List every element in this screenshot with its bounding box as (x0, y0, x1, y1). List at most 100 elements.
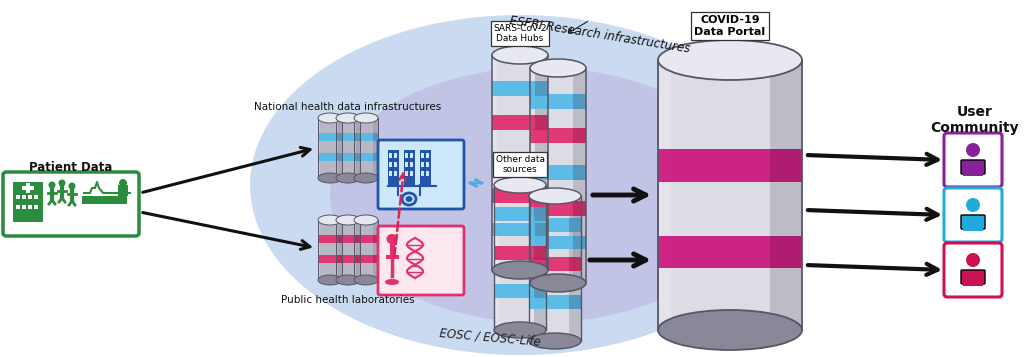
Bar (658, 60, 802, 330)
Bar (318, 235, 342, 243)
Ellipse shape (385, 279, 399, 285)
Bar (389, 171, 392, 176)
Bar (337, 133, 342, 141)
FancyBboxPatch shape (3, 172, 139, 236)
Ellipse shape (966, 143, 980, 157)
Bar (34, 205, 38, 209)
Bar (536, 81, 548, 96)
Bar (337, 118, 342, 178)
Bar (492, 152, 548, 167)
Bar (34, 195, 38, 199)
Bar (530, 165, 586, 180)
Bar (336, 133, 360, 141)
Bar (390, 235, 395, 257)
FancyBboxPatch shape (944, 243, 1002, 297)
FancyBboxPatch shape (961, 160, 985, 174)
Bar (573, 236, 586, 248)
Bar (529, 257, 581, 271)
Bar (529, 196, 534, 341)
Bar (406, 162, 408, 167)
Bar (536, 152, 548, 167)
Ellipse shape (336, 173, 360, 183)
Bar (318, 255, 342, 263)
Bar (22, 186, 34, 190)
Bar (535, 246, 546, 260)
Ellipse shape (494, 322, 546, 338)
Bar (421, 153, 424, 158)
Bar (410, 162, 413, 167)
Bar (82, 196, 127, 204)
FancyBboxPatch shape (961, 215, 985, 229)
Bar (530, 68, 535, 283)
Bar (373, 153, 378, 161)
Bar (354, 153, 360, 161)
Bar (530, 236, 586, 248)
Bar (354, 133, 360, 141)
Bar (16, 205, 20, 209)
Bar (373, 118, 378, 178)
Bar (494, 246, 546, 260)
Ellipse shape (354, 173, 378, 183)
Bar (373, 220, 378, 280)
Bar (337, 235, 342, 243)
Bar (26, 183, 30, 193)
Ellipse shape (336, 275, 360, 285)
Bar (354, 255, 378, 263)
Bar (386, 255, 399, 259)
Bar (406, 171, 408, 176)
Bar (426, 153, 429, 158)
Ellipse shape (406, 196, 413, 202)
Bar (963, 276, 983, 286)
Bar (569, 196, 581, 341)
Bar (530, 128, 586, 143)
Bar (529, 295, 581, 309)
Ellipse shape (492, 261, 548, 279)
Bar (569, 295, 581, 309)
Bar (389, 162, 392, 167)
Bar (28, 205, 32, 209)
Ellipse shape (354, 215, 378, 225)
FancyBboxPatch shape (944, 133, 1002, 187)
Text: Patient Data: Patient Data (30, 161, 113, 174)
Bar (388, 150, 399, 185)
Bar (963, 221, 983, 231)
Bar (337, 220, 342, 280)
Ellipse shape (966, 253, 980, 267)
Bar (530, 201, 586, 216)
Bar (354, 255, 360, 263)
Ellipse shape (336, 215, 360, 225)
Bar (573, 94, 586, 109)
Bar (536, 55, 548, 270)
Bar (421, 162, 424, 167)
Ellipse shape (318, 113, 342, 123)
FancyBboxPatch shape (378, 226, 464, 295)
Bar (336, 220, 360, 280)
Text: COVID-19
Data Portal: COVID-19 Data Portal (694, 15, 766, 37)
Ellipse shape (48, 181, 55, 188)
Bar (494, 185, 499, 330)
Ellipse shape (529, 188, 581, 204)
Bar (336, 118, 338, 178)
Ellipse shape (354, 113, 378, 123)
Bar (118, 185, 128, 196)
Bar (530, 68, 586, 283)
Ellipse shape (658, 40, 802, 80)
Ellipse shape (402, 193, 416, 205)
Ellipse shape (58, 180, 66, 186)
Bar (318, 118, 342, 178)
Bar (373, 235, 378, 243)
Bar (658, 149, 802, 181)
Bar (536, 188, 548, 203)
Ellipse shape (492, 46, 548, 64)
Bar (770, 149, 802, 181)
Ellipse shape (966, 198, 980, 212)
Bar (492, 55, 548, 270)
Bar (22, 195, 26, 199)
Ellipse shape (386, 234, 397, 244)
Bar (404, 150, 415, 185)
Bar (354, 220, 356, 280)
FancyBboxPatch shape (944, 188, 1002, 242)
Bar (770, 60, 802, 330)
Bar (420, 150, 431, 185)
Bar (492, 115, 548, 130)
